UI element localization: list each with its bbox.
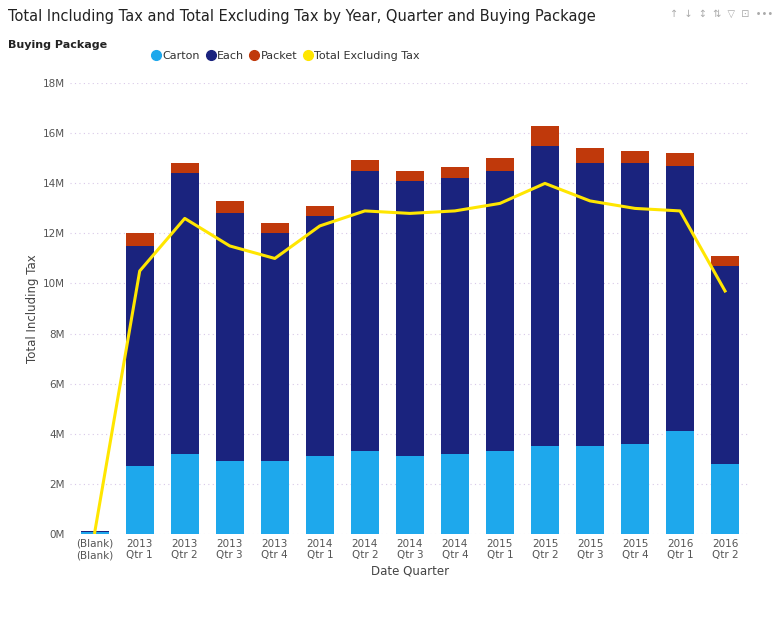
Bar <box>666 166 694 431</box>
Bar <box>576 148 604 164</box>
Bar <box>306 216 334 456</box>
Bar <box>441 167 469 178</box>
Bar <box>306 206 334 216</box>
X-axis label: Date Quarter: Date Quarter <box>371 565 449 578</box>
Bar <box>486 171 514 451</box>
Bar <box>711 256 739 266</box>
Bar <box>531 146 559 446</box>
Bar <box>621 151 649 164</box>
Bar <box>261 233 289 461</box>
Bar <box>486 159 514 171</box>
Bar <box>171 164 199 173</box>
Bar <box>531 126 559 146</box>
Bar <box>396 181 423 456</box>
Text: ↑  ↓  ↕  ⇅  ▽  ⊡  •••: ↑ ↓ ↕ ⇅ ▽ ⊡ ••• <box>670 9 773 19</box>
Bar <box>81 531 109 532</box>
Bar <box>216 213 244 461</box>
Bar <box>666 431 694 534</box>
Bar <box>216 461 244 534</box>
Bar <box>441 453 469 534</box>
Bar <box>306 456 334 534</box>
Legend: Carton, Each, Packet, Total Excluding Tax: Carton, Each, Packet, Total Excluding Ta… <box>154 51 420 60</box>
Bar <box>126 466 154 534</box>
Bar <box>171 173 199 453</box>
Bar <box>711 463 739 534</box>
Bar <box>666 154 694 166</box>
Bar <box>351 160 379 171</box>
Bar <box>441 178 469 453</box>
Bar <box>576 446 604 534</box>
Y-axis label: Total Including Tax: Total Including Tax <box>26 254 39 363</box>
Bar <box>621 164 649 444</box>
Bar <box>171 453 199 534</box>
Bar <box>621 444 649 534</box>
Bar <box>396 171 423 181</box>
Bar <box>126 246 154 466</box>
Text: Buying Package: Buying Package <box>8 40 107 50</box>
Bar <box>126 233 154 246</box>
Bar <box>396 456 423 534</box>
Text: Total Including Tax and Total Excluding Tax by Year, Quarter and Buying Package: Total Including Tax and Total Excluding … <box>8 9 595 24</box>
Bar <box>531 446 559 534</box>
Bar <box>216 201 244 213</box>
Bar <box>486 451 514 534</box>
Bar <box>351 171 379 451</box>
Bar <box>261 461 289 534</box>
Bar <box>351 451 379 534</box>
Bar <box>81 532 109 534</box>
Bar <box>711 266 739 463</box>
Bar <box>261 223 289 233</box>
Bar <box>576 164 604 446</box>
